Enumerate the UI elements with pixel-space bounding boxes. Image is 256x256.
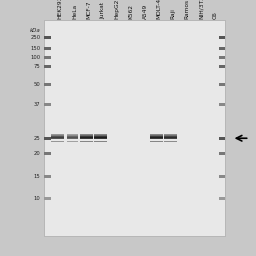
Bar <box>94 135 107 136</box>
Bar <box>80 138 93 139</box>
Text: MOLT-4: MOLT-4 <box>157 0 162 19</box>
Bar <box>44 197 51 200</box>
Bar <box>44 175 51 178</box>
Bar <box>44 56 51 59</box>
Bar <box>219 65 225 68</box>
Bar <box>219 103 225 106</box>
Bar <box>44 65 51 68</box>
Text: 150: 150 <box>30 46 40 51</box>
Text: kDa: kDa <box>30 28 40 33</box>
Bar <box>80 135 93 136</box>
Bar <box>44 152 51 155</box>
Text: 100: 100 <box>30 55 40 60</box>
Bar <box>44 83 51 86</box>
Bar <box>80 141 93 142</box>
Bar <box>51 135 64 136</box>
Bar <box>80 140 93 141</box>
Bar <box>67 134 78 135</box>
Bar <box>67 137 78 138</box>
Bar <box>67 138 78 139</box>
Bar <box>94 140 107 141</box>
Bar <box>219 47 225 50</box>
Text: 75: 75 <box>34 64 40 69</box>
Bar <box>44 36 51 39</box>
Text: 20: 20 <box>34 151 40 156</box>
Text: K562: K562 <box>129 4 134 19</box>
Bar <box>67 136 78 137</box>
Bar <box>219 36 225 39</box>
Bar <box>80 137 93 138</box>
Text: Raji: Raji <box>171 8 176 19</box>
Bar <box>94 141 107 142</box>
Bar <box>44 47 51 50</box>
Bar <box>150 140 163 141</box>
Bar <box>164 138 177 139</box>
Bar <box>44 20 225 236</box>
Text: C6: C6 <box>213 12 218 19</box>
Bar <box>67 141 78 142</box>
Bar <box>150 134 163 135</box>
Bar <box>51 140 64 141</box>
Bar <box>164 134 177 135</box>
Bar <box>219 137 225 140</box>
Bar <box>164 135 177 136</box>
Bar <box>94 138 107 139</box>
Bar <box>150 135 163 136</box>
Bar <box>219 56 225 59</box>
Bar <box>94 134 107 135</box>
Bar <box>67 135 78 136</box>
Text: Ramos: Ramos <box>185 0 190 19</box>
Bar <box>94 136 107 137</box>
Bar <box>164 141 177 142</box>
Bar <box>164 136 177 137</box>
Bar <box>51 134 64 135</box>
Text: HEK293: HEK293 <box>58 0 63 19</box>
Bar <box>51 141 64 142</box>
Text: HepG2: HepG2 <box>115 0 120 19</box>
Text: HeLa: HeLa <box>72 4 78 19</box>
Bar <box>164 140 177 141</box>
Bar <box>80 136 93 137</box>
Bar <box>44 137 51 140</box>
Text: NIH/3T3: NIH/3T3 <box>199 0 204 19</box>
Text: 250: 250 <box>30 35 40 40</box>
Bar <box>44 103 51 106</box>
Bar <box>150 138 163 139</box>
Bar <box>80 134 93 135</box>
Bar <box>150 136 163 137</box>
Bar <box>219 175 225 178</box>
Bar <box>219 83 225 86</box>
Bar <box>219 152 225 155</box>
Text: A549: A549 <box>143 4 148 19</box>
Bar <box>150 137 163 138</box>
Text: 15: 15 <box>34 174 40 179</box>
Text: Jurkat: Jurkat <box>101 2 106 19</box>
Bar <box>150 141 163 142</box>
Bar <box>219 197 225 200</box>
Bar <box>164 137 177 138</box>
Bar <box>51 138 64 139</box>
Bar <box>51 136 64 137</box>
Bar <box>51 137 64 138</box>
Text: 50: 50 <box>34 82 40 87</box>
Bar <box>67 140 78 141</box>
Text: 25: 25 <box>34 136 40 141</box>
Text: 10: 10 <box>34 196 40 201</box>
Text: 37: 37 <box>34 102 40 108</box>
Text: MCF-7: MCF-7 <box>87 1 92 19</box>
Bar <box>94 137 107 138</box>
